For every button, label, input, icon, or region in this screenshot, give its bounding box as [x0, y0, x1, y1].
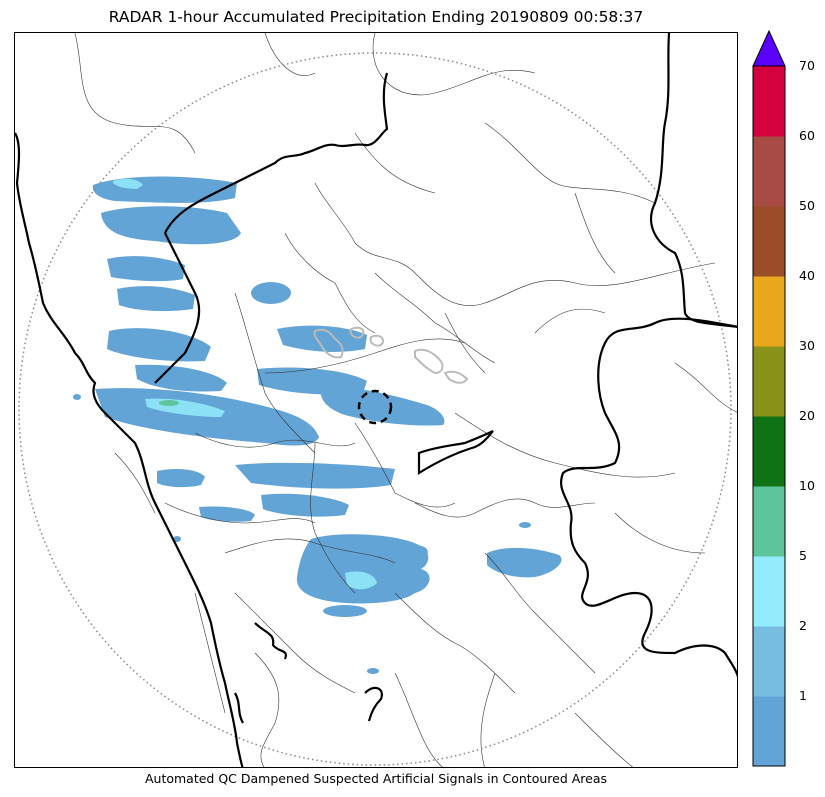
colorbar-bin: [753, 346, 785, 417]
echo-area: [296, 534, 430, 604]
state-borders: [15, 33, 737, 767]
echo-band: [107, 328, 211, 362]
colorbar-bin: [753, 136, 785, 207]
echo-band: [92, 176, 238, 203]
colorbar-outline: [752, 65, 786, 767]
colorbar-bin: [753, 206, 785, 277]
echo-cell: [323, 605, 367, 617]
radar-range-ring: [18, 52, 732, 766]
echo-band: [277, 325, 367, 352]
radar-map-canvas: [15, 33, 737, 767]
colorbar-bin: [753, 556, 785, 627]
colorbar-tick-label: 20: [799, 408, 815, 423]
echo-cell: [367, 668, 379, 674]
colorbar-tick-label: 40: [799, 268, 815, 283]
colorbar-bin: [753, 66, 785, 137]
echo-cell: [73, 394, 81, 400]
echo-core: [113, 178, 143, 189]
echo-cell: [173, 536, 181, 542]
echo-core: [345, 571, 377, 590]
colorbar-tick-label: 10: [799, 478, 815, 493]
echo-band: [235, 462, 395, 489]
radar-map[interactable]: [14, 32, 738, 768]
colorbar-tick-label: 70: [799, 58, 815, 73]
echo-band: [157, 469, 205, 488]
echo-band: [320, 387, 445, 426]
precipitation-echoes: [73, 176, 562, 674]
colorbar-tick-label: 5: [799, 548, 807, 563]
colorbar-bins: [753, 66, 785, 767]
colorbar-tick-label: 50: [799, 198, 815, 213]
district-borders: [74, 33, 737, 767]
colorbar-tick-label: 2: [799, 618, 807, 633]
colorbar-tick-label: 30: [799, 338, 815, 353]
echo-band: [135, 364, 227, 392]
radar-site-marker: [357, 389, 393, 425]
echo-band: [261, 493, 349, 517]
colorbar-bin: [753, 696, 785, 767]
colorbar-bin: [753, 486, 785, 557]
colorbar-bin: [753, 416, 785, 487]
colorbar-overflow-arrow: [752, 30, 786, 67]
colorbar-tick-label: 1: [799, 688, 807, 703]
echo-cell-east: [487, 547, 562, 578]
qc-contoured-areas: [313, 326, 469, 384]
echo-core-strong: [159, 400, 179, 406]
colorbar-bin: [753, 276, 785, 347]
colorbar-tick-label: 60: [799, 128, 815, 143]
echo-area: [407, 545, 428, 559]
map-caption: Automated QC Dampened Suspected Artifici…: [144, 771, 608, 786]
echo-band: [117, 286, 195, 312]
echo-cell: [519, 522, 531, 528]
echo-band: [107, 256, 185, 282]
echo-cell: [251, 282, 291, 304]
echo-band: [199, 506, 255, 522]
colorbar-bin: [753, 626, 785, 697]
precipitation-colorbar: [752, 30, 786, 767]
map-title: RADAR 1-hour Accumulated Precipitation E…: [108, 8, 644, 26]
